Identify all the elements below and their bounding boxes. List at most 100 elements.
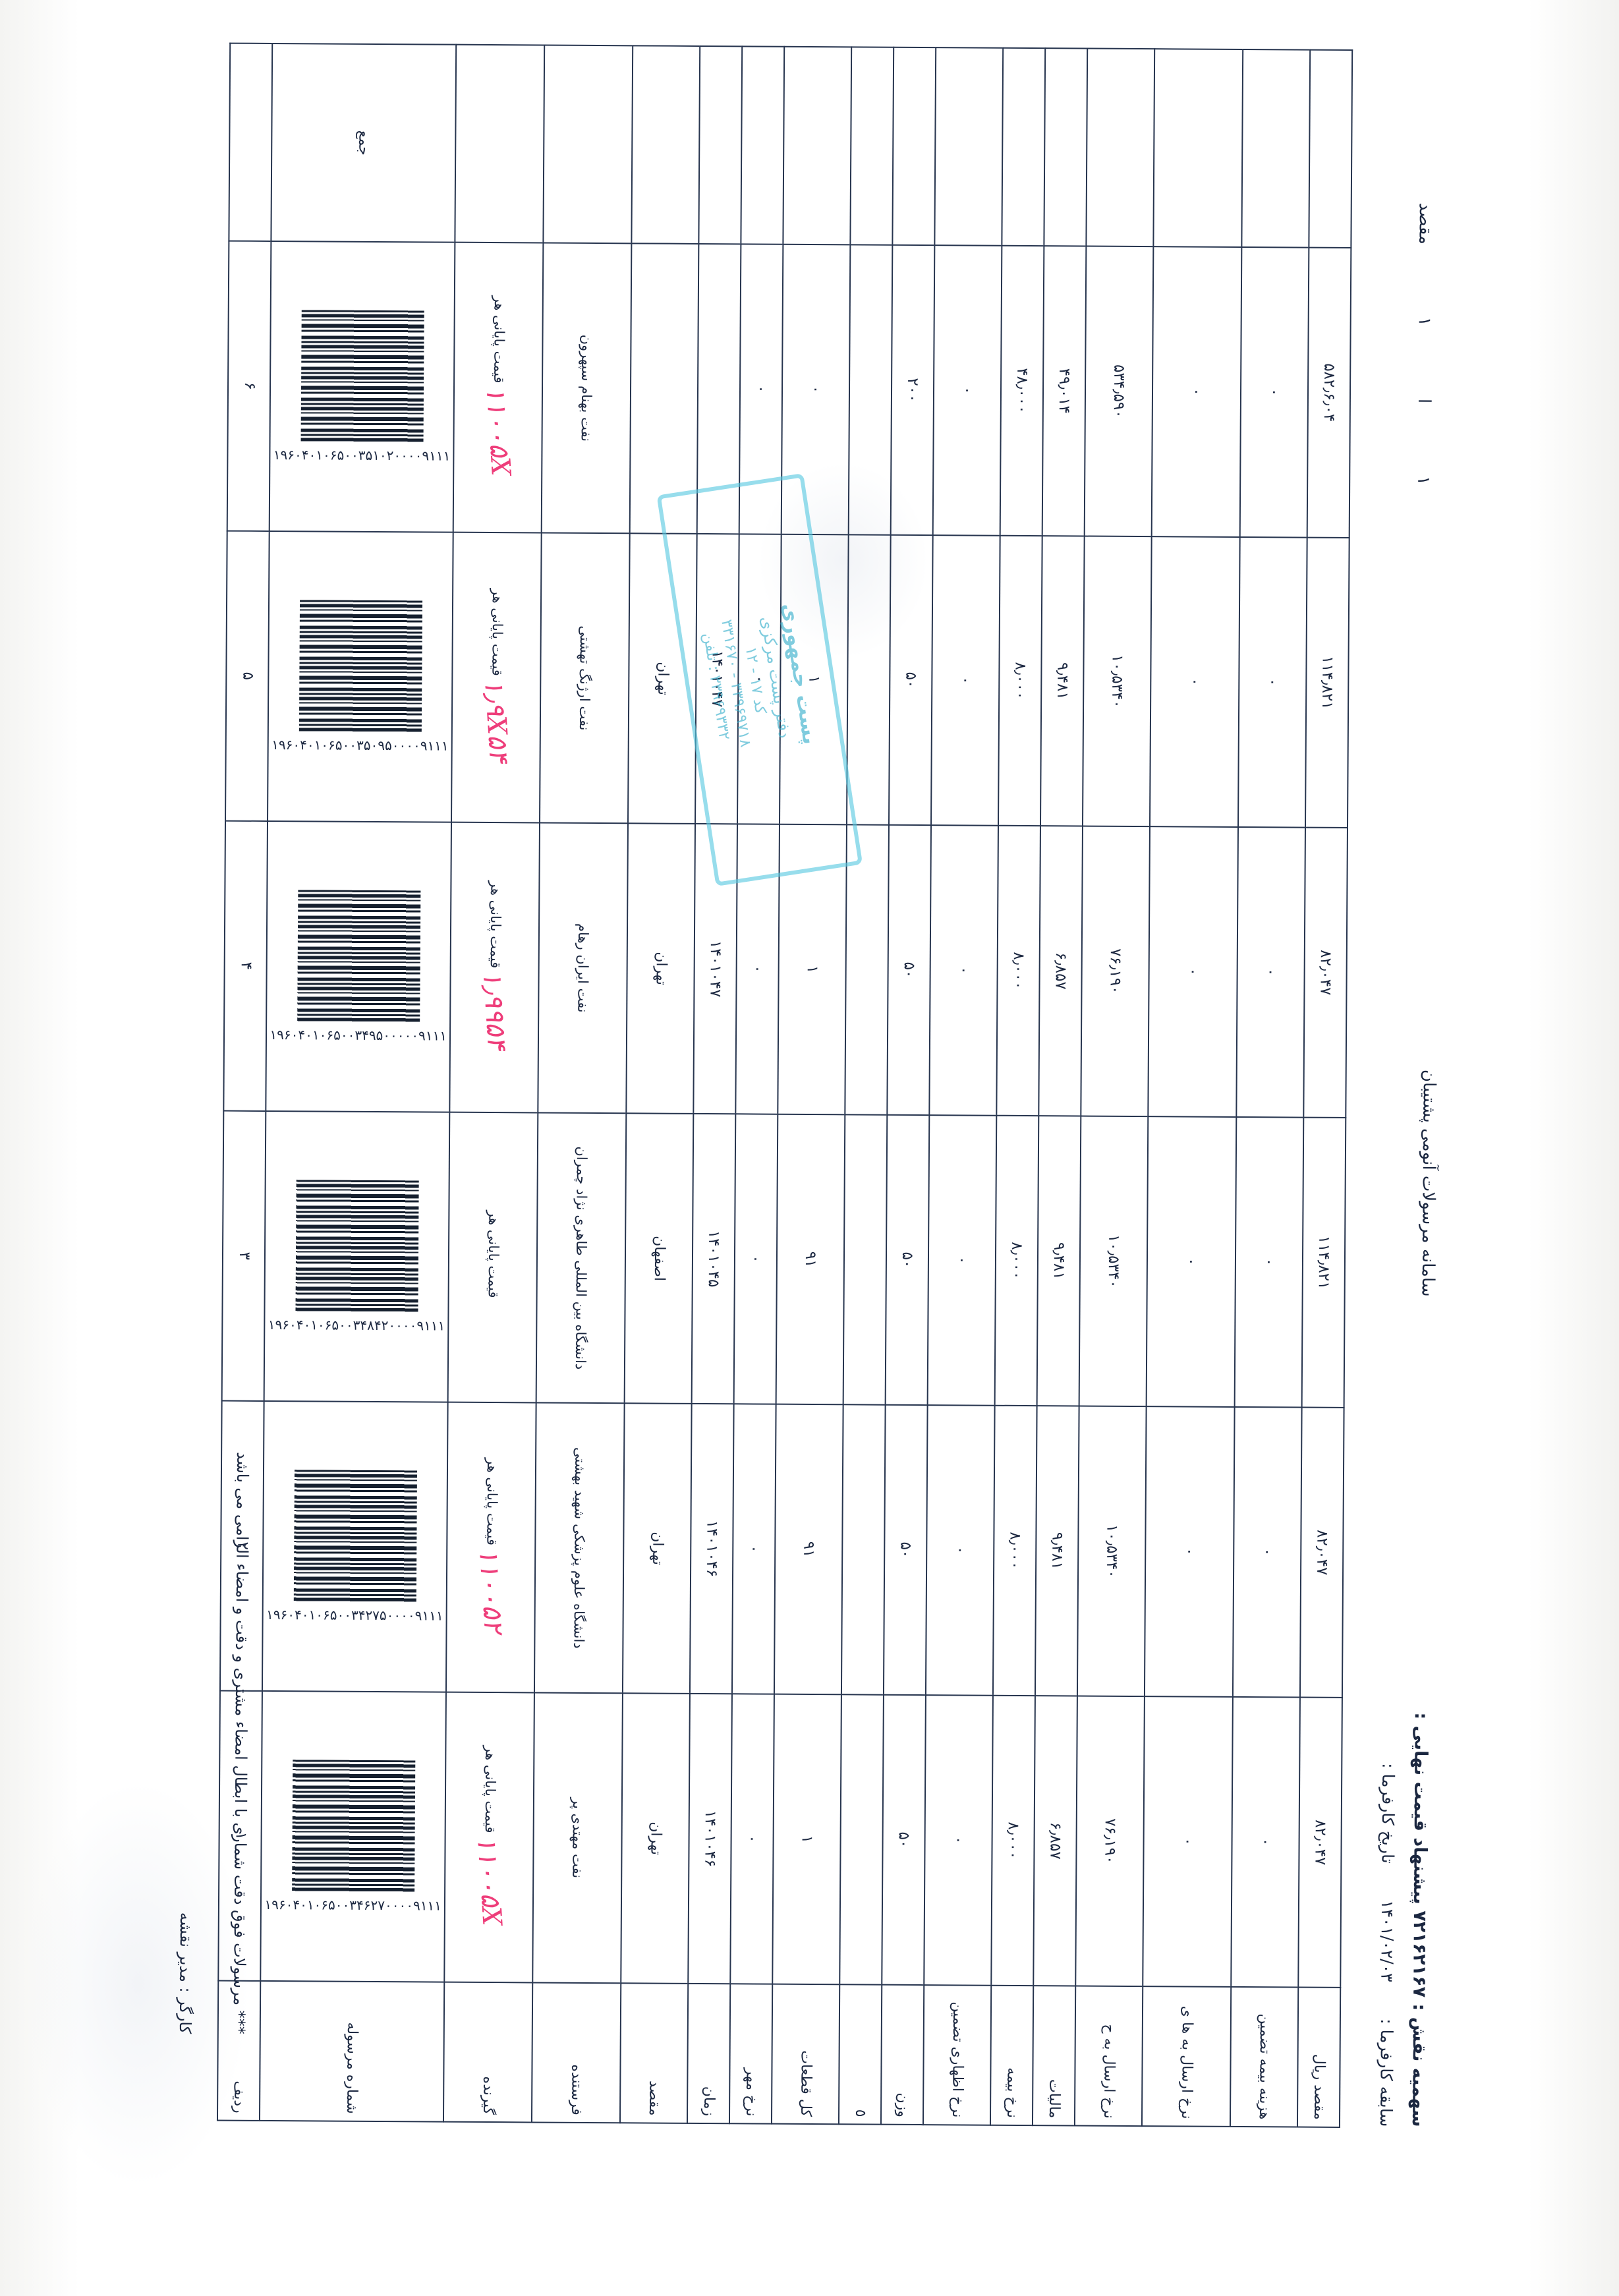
price-label-5: قيمت پايانى هر bbox=[488, 588, 505, 676]
cell-barcode-5: ۱۹۶۰۴۰۱۰۶۵۰۰۳۵۰۹۵۰۰۰۰۹۱۱۱ bbox=[267, 531, 453, 822]
footer-signature: کارگر : مدير نقشه bbox=[175, 1912, 195, 2034]
cell-barcode-2: ۱۹۶۰۴۰۱۰۶۵۰۰۳۴۲۷۵۰۰۰۰۹۱۱۱ bbox=[262, 1400, 448, 1692]
barcode-icon-4 bbox=[297, 889, 420, 1022]
cell-five-sum bbox=[849, 47, 894, 245]
header-date: ۱۴۰۱/۰۲/۰۳ bbox=[1377, 1900, 1397, 1982]
cell-rate-a-6: ٠ bbox=[1151, 246, 1241, 537]
cell-receiver-2: ۱۱۰۰۵۲ قيمت پايانى هر bbox=[445, 1402, 536, 1693]
cell-decl-1: ٠ bbox=[923, 1695, 993, 1986]
cell-rate-b-2: ۱۰٫۵۳۴۰ bbox=[1077, 1406, 1147, 1697]
cell-ins-rate-3: ۸٫۰۰۰ bbox=[994, 1115, 1038, 1406]
cell-sender-1: نفت مهتدى پر bbox=[532, 1692, 623, 1984]
rowlabel-sender: فرستنده bbox=[531, 1982, 621, 2123]
cell-tax-1: ۶٫۸۵۷ bbox=[1033, 1696, 1077, 1986]
cell-ins-rate-sum bbox=[1001, 47, 1045, 246]
document-subtitle: سامانه مرسولات آنومی پشتيبان bbox=[1417, 1069, 1439, 1297]
cell-decl-sum bbox=[934, 47, 1003, 246]
table-row-sender: فرستنده نفت مهتدى پر دانشگاه علوم پزشكى … bbox=[531, 45, 633, 2123]
cell-dest-rial-1: ۸۲٫۰۴۷ bbox=[1297, 1697, 1342, 1988]
cell-rate-b-3: ۱۰٫۵۳۴۰ bbox=[1079, 1116, 1148, 1407]
barcode-number-6: ۱۹۶۰۴۰۱۰۶۵۰۰۳۵۱۰۲۰۰۰۰۹۱۱۱ bbox=[273, 446, 450, 464]
cell-weight-5: ۵۰ bbox=[888, 534, 933, 826]
header-quota-label: سهميه نقش : bbox=[1407, 2003, 1429, 2127]
cell-time-1: ۱۴۰۱۰۴۶ bbox=[687, 1693, 732, 1984]
cell-five-6 bbox=[848, 244, 892, 535]
cell-dest-rial-3: ۱۱۴٫۸۲۱ bbox=[1301, 1117, 1346, 1408]
cell-rate-b-5: ۱۰٫۵۳۴۰ bbox=[1082, 536, 1152, 827]
barcode-number-3: ۱۹۶۰۴۰۱۰۶۵۰۰۳۴۸۴۲۰۰۰۰۹۱۱۱ bbox=[268, 1316, 445, 1334]
cell-rate-a-1: ٠ bbox=[1142, 1696, 1233, 1987]
cell-receiver-sum bbox=[454, 44, 544, 243]
rotated-sheet-layer: سهميه نقش : ۷۲۱۶۲۱۶۷ پیشنهاد قیمت نهایی … bbox=[111, 43, 1508, 2240]
cell-index-5: ۵ bbox=[225, 531, 270, 821]
table-row-insurance-fee: هزينه بيمه تضمين ٠ ٠ ٠ ٠ ٠ ٠ bbox=[1230, 49, 1310, 2127]
cell-parts-3: ۹۱ bbox=[776, 1114, 845, 1405]
table-row-rate-a: نرخ ارسال به ها ى ٠ ٠ ٠ ٠ ٠ ٠ bbox=[1141, 49, 1243, 2127]
margin-annotations: ۱ ا ۱ مقصد bbox=[1413, 203, 1435, 486]
document-header: سهميه نقش : ۷۲۱۶۲۱۶۷ پیشنهاد قیمت نهایی … bbox=[1370, 809, 1443, 2127]
cell-barcode-4: ۱۹۶۰۴۰۱۰۶۵۰۰۳۴۹۵۰۰۰۰۰۹۱۱۱ bbox=[266, 820, 451, 1112]
cell-dest-4: تهران bbox=[625, 823, 695, 1114]
cell-barcode-3: ۱۹۶۰۴۰۱۰۶۵۰۰۳۴۸۴۲۰۰۰۰۹۱۱۱ bbox=[264, 1110, 449, 1402]
table-row-dest: مقصد تهران تهران اصفهان تهران تهران bbox=[619, 45, 700, 2123]
cell-five-1 bbox=[839, 1694, 884, 1985]
cell-tax-2: ۹٫۴۸۱ bbox=[1035, 1406, 1079, 1696]
cell-rate-a-2: ٠ bbox=[1144, 1406, 1235, 1697]
barcode-number-2: ۱۹۶۰۴۰۱۰۶۵۰۰۳۴۲۷۵۰۰۰۰۹۱۱۱ bbox=[266, 1606, 443, 1624]
cell-time-2: ۱۴۰۱۰۴۶ bbox=[689, 1403, 734, 1694]
rowlabel-dest: مقصد bbox=[619, 1983, 688, 2123]
cell-index-3: ۳ bbox=[221, 1110, 266, 1401]
handwritten-price-1: ۱۱۰۰۵X bbox=[470, 1835, 507, 1926]
rowlabel-weight: وزن bbox=[880, 1984, 924, 2125]
cell-dest-rial-5: ۱۱۴٫۸۲۱ bbox=[1305, 537, 1349, 828]
cell-receiver-5: ۱٫۹X۵۴ قيمت پايانى هر bbox=[451, 532, 542, 823]
rowlabel-declared-rate: نرخ اظهارى تضمين bbox=[923, 1985, 991, 2125]
cell-ins-rate-5: ۸٫۰۰۰ bbox=[998, 535, 1042, 826]
cell-receiver-3: قيمت پايانى هر bbox=[447, 1112, 538, 1403]
cell-sender-2: دانشگاه علوم پزشكى شهيد بهشتى bbox=[534, 1402, 625, 1694]
price-label-6: قيمت پايانى هر bbox=[490, 295, 507, 384]
cell-tax-sum bbox=[1043, 48, 1087, 246]
price-label-3: قيمت پايانى هر bbox=[484, 1210, 501, 1298]
barcode-icon-2 bbox=[293, 1469, 417, 1602]
barcode-icon-6 bbox=[300, 309, 424, 442]
table-row-total-parts: كل قطعات ۱ ۹۱ ۹۱ ۱ ۱ ٠ bbox=[771, 46, 851, 2125]
cell-sender-6: نفت بهنام سپهرون bbox=[541, 243, 631, 534]
cell-barcode-1: ۱۹۶۰۴۰۱۰۶۵۰۰۳۴۶۲۷۰۰۰۰۹۱۱۱ bbox=[260, 1690, 446, 1982]
cell-receiver-4: ۱٫۹۹۵۴ قيمت پايانى هر bbox=[449, 822, 540, 1113]
cell-dest-1: تهران bbox=[620, 1693, 690, 1984]
cell-weight-1: ۵۰ bbox=[881, 1694, 926, 1986]
cell-time-3: ۱۴۰۱۰۴۵ bbox=[691, 1113, 735, 1404]
margin-mark-2: ا bbox=[1413, 398, 1434, 404]
header-offer-label: پیشنهاد قیمت نهایی : bbox=[1409, 1712, 1431, 1905]
cell-dest-rial-sum bbox=[1308, 49, 1352, 248]
rowlabel-total-parts: كل قطعات bbox=[771, 1984, 839, 2125]
cell-ins-fee-2: ٠ bbox=[1232, 1406, 1302, 1698]
cell-rate-b-4: ۷۶٫۱۹۰ bbox=[1080, 826, 1150, 1117]
cell-rate-a-4: ٠ bbox=[1147, 826, 1238, 1117]
rowlabel-rate-a: نرخ ارسال به ها ى bbox=[1141, 1986, 1231, 2127]
barcode-number-5: ۱۹۶۰۴۰۱۰۶۵۰۰۳۵۰۹۵۰۰۰۰۹۱۱۱ bbox=[271, 736, 449, 754]
cell-weight-4: ۵۰ bbox=[886, 824, 931, 1116]
cell-barcode-sum-label: جمع bbox=[271, 43, 456, 243]
cell-rate-b-sum bbox=[1085, 48, 1154, 247]
cell-ins-rate-6: ۴۸٫۰۰۰ bbox=[1000, 245, 1044, 536]
cell-sender-4: نفت ايران رهام bbox=[537, 822, 628, 1114]
header-tender-number: ۷۲۱۶۲۱۶۷ bbox=[1408, 1910, 1430, 1998]
cell-parts-1: ۱ bbox=[772, 1694, 841, 1985]
footer-note: *** مرسولات فوق دقت شماری با ابطال امضاء… bbox=[229, 1452, 252, 2034]
barcode-number-4: ۱۹۶۰۴۰۱۰۶۵۰۰۳۴۹۵۰۰۰۰۰۹۱۱۱ bbox=[269, 1026, 447, 1044]
margin-mark-3: ۱ bbox=[1414, 316, 1434, 327]
barcode-icon-1 bbox=[291, 1759, 415, 1892]
cell-ins-rate-4: ۸٫۰۰۰ bbox=[996, 825, 1040, 1116]
cell-time-sum bbox=[698, 45, 742, 244]
cell-index-sum bbox=[229, 43, 273, 241]
cell-five-3 bbox=[843, 1114, 887, 1405]
main-table-container: مقصد ريال ۸۲٫۰۴۷ ۸۲٫۰۴۷ ۱۱۴٫۸۲۱ ۸۲٫۰۴۷ ۱… bbox=[217, 43, 1352, 2128]
cell-stamp-2: ٠ bbox=[731, 1404, 776, 1694]
cell-five-4 bbox=[844, 824, 889, 1115]
cell-stamp-sum bbox=[740, 46, 784, 244]
table-row-receiver: گيرنده ۱۱۰۰۵X قيمت پايانى هر ۱۱۰۰۵۲ قيمت… bbox=[443, 44, 544, 2123]
cell-receiver-6: ۱۱۰۰۵X قيمت پايانى هر bbox=[453, 242, 543, 533]
cell-stamp-1: ٠ bbox=[729, 1694, 774, 1984]
